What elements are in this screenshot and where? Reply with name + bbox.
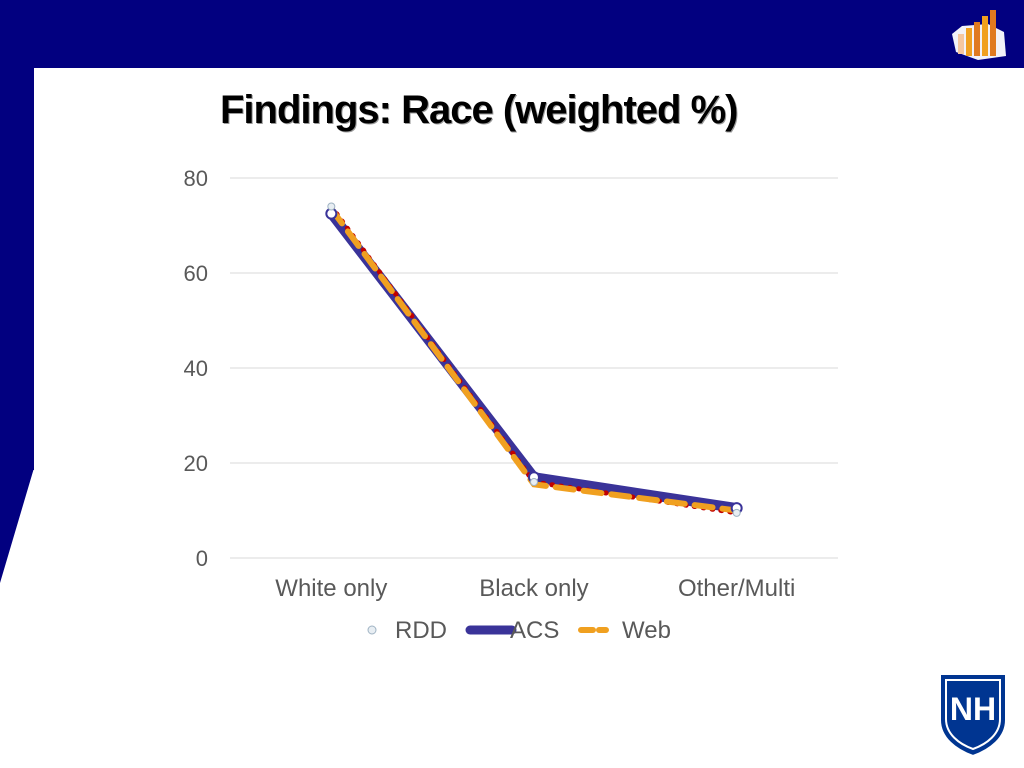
x-axis-ticks: White only Black only Other/Multi <box>275 575 795 602</box>
legend-swatch-rdd <box>367 625 377 635</box>
y-tick-label: 20 <box>184 451 208 476</box>
race-line-chart: 0 20 40 60 80 White only Black only Other/Mult… <box>184 166 838 644</box>
slide-title: Findings: Race (weighted %) <box>220 88 738 132</box>
y-tick-label: 40 <box>184 356 208 381</box>
left-band <box>0 0 34 470</box>
unh-shield-logo: NH <box>939 673 1007 758</box>
y-tick-label: 60 <box>184 261 208 286</box>
series-lines <box>325 202 743 517</box>
x-tick-label: Other/Multi <box>678 575 795 602</box>
series-line-acs <box>326 208 742 514</box>
series-line-rdd <box>328 204 740 516</box>
survey-bar-chart-logo <box>952 10 1006 60</box>
legend-label: ACS <box>510 617 559 644</box>
series-line-web <box>328 205 740 514</box>
legend: RDD ACS Web <box>367 617 671 644</box>
y-tick-label: 0 <box>196 546 208 571</box>
x-tick-label: Black only <box>479 575 588 602</box>
header-band <box>0 0 1024 68</box>
y-tick-label: 80 <box>184 166 208 191</box>
left-band-wedge <box>0 468 34 583</box>
legend-label: Web <box>622 617 671 644</box>
legend-label: RDD <box>395 617 447 644</box>
gridlines <box>230 177 838 559</box>
x-tick-label: White only <box>275 575 387 602</box>
y-axis-ticks: 0 20 40 60 80 <box>184 166 208 571</box>
rdd-point <box>327 202 336 211</box>
rdd-point <box>530 478 538 486</box>
shield-text: NH <box>950 691 996 727</box>
rdd-point <box>732 508 741 517</box>
